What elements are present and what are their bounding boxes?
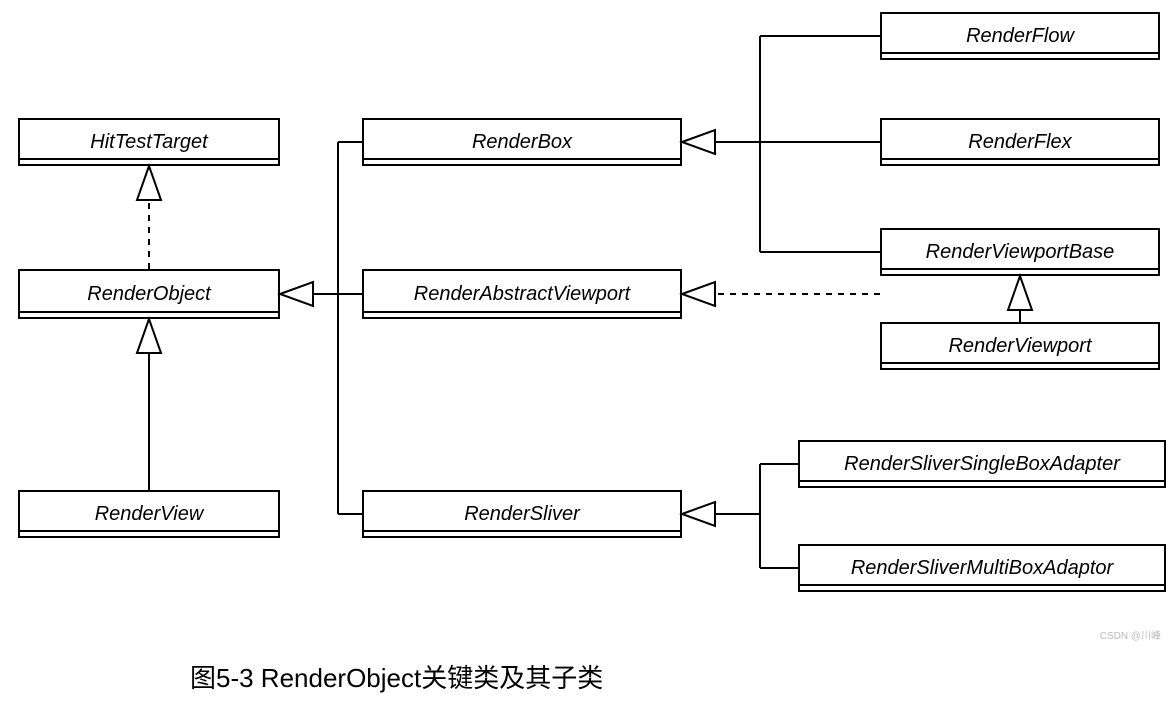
node-label: RenderSliverSingleBoxAdapter <box>844 453 1120 476</box>
node-renderflex: RenderFlex <box>880 118 1160 166</box>
node-label: RenderAbstractViewport <box>414 283 630 306</box>
caption-text: 图5-3 RenderObject关键类及其子类 <box>190 663 603 693</box>
node-renderviewportbase: RenderViewportBase <box>880 228 1160 276</box>
node-hittesttarget: HitTestTarget <box>18 118 280 166</box>
node-label: RenderObject <box>87 283 210 306</box>
node-renderview: RenderView <box>18 490 280 538</box>
figure-caption: 图5-3 RenderObject关键类及其子类 <box>190 658 603 695</box>
node-label: RenderFlow <box>966 25 1074 48</box>
node-renderflow: RenderFlow <box>880 12 1160 60</box>
node-renderabstractviewport: RenderAbstractViewport <box>362 269 682 319</box>
node-renderslivesingleboxadapter: RenderSliverSingleBoxAdapter <box>798 440 1166 488</box>
node-renderslivermultiboxadaptor: RenderSliverMultiBoxAdaptor <box>798 544 1166 592</box>
watermark-text: CSDN @川峰 <box>1100 627 1161 642</box>
node-label: RenderFlex <box>968 131 1071 154</box>
node-renderobject: RenderObject <box>18 269 280 319</box>
node-label: RenderBox <box>472 131 572 154</box>
node-label: RenderViewportBase <box>926 241 1115 264</box>
node-label: RenderSliverMultiBoxAdaptor <box>851 557 1113 580</box>
node-renderbox: RenderBox <box>362 118 682 166</box>
node-label: RenderView <box>95 503 204 526</box>
node-label: RenderSliver <box>464 503 580 526</box>
node-label: RenderViewport <box>948 335 1091 358</box>
node-renderviewport: RenderViewport <box>880 322 1160 370</box>
node-rendersliver: RenderSliver <box>362 490 682 538</box>
node-label: HitTestTarget <box>90 131 207 154</box>
